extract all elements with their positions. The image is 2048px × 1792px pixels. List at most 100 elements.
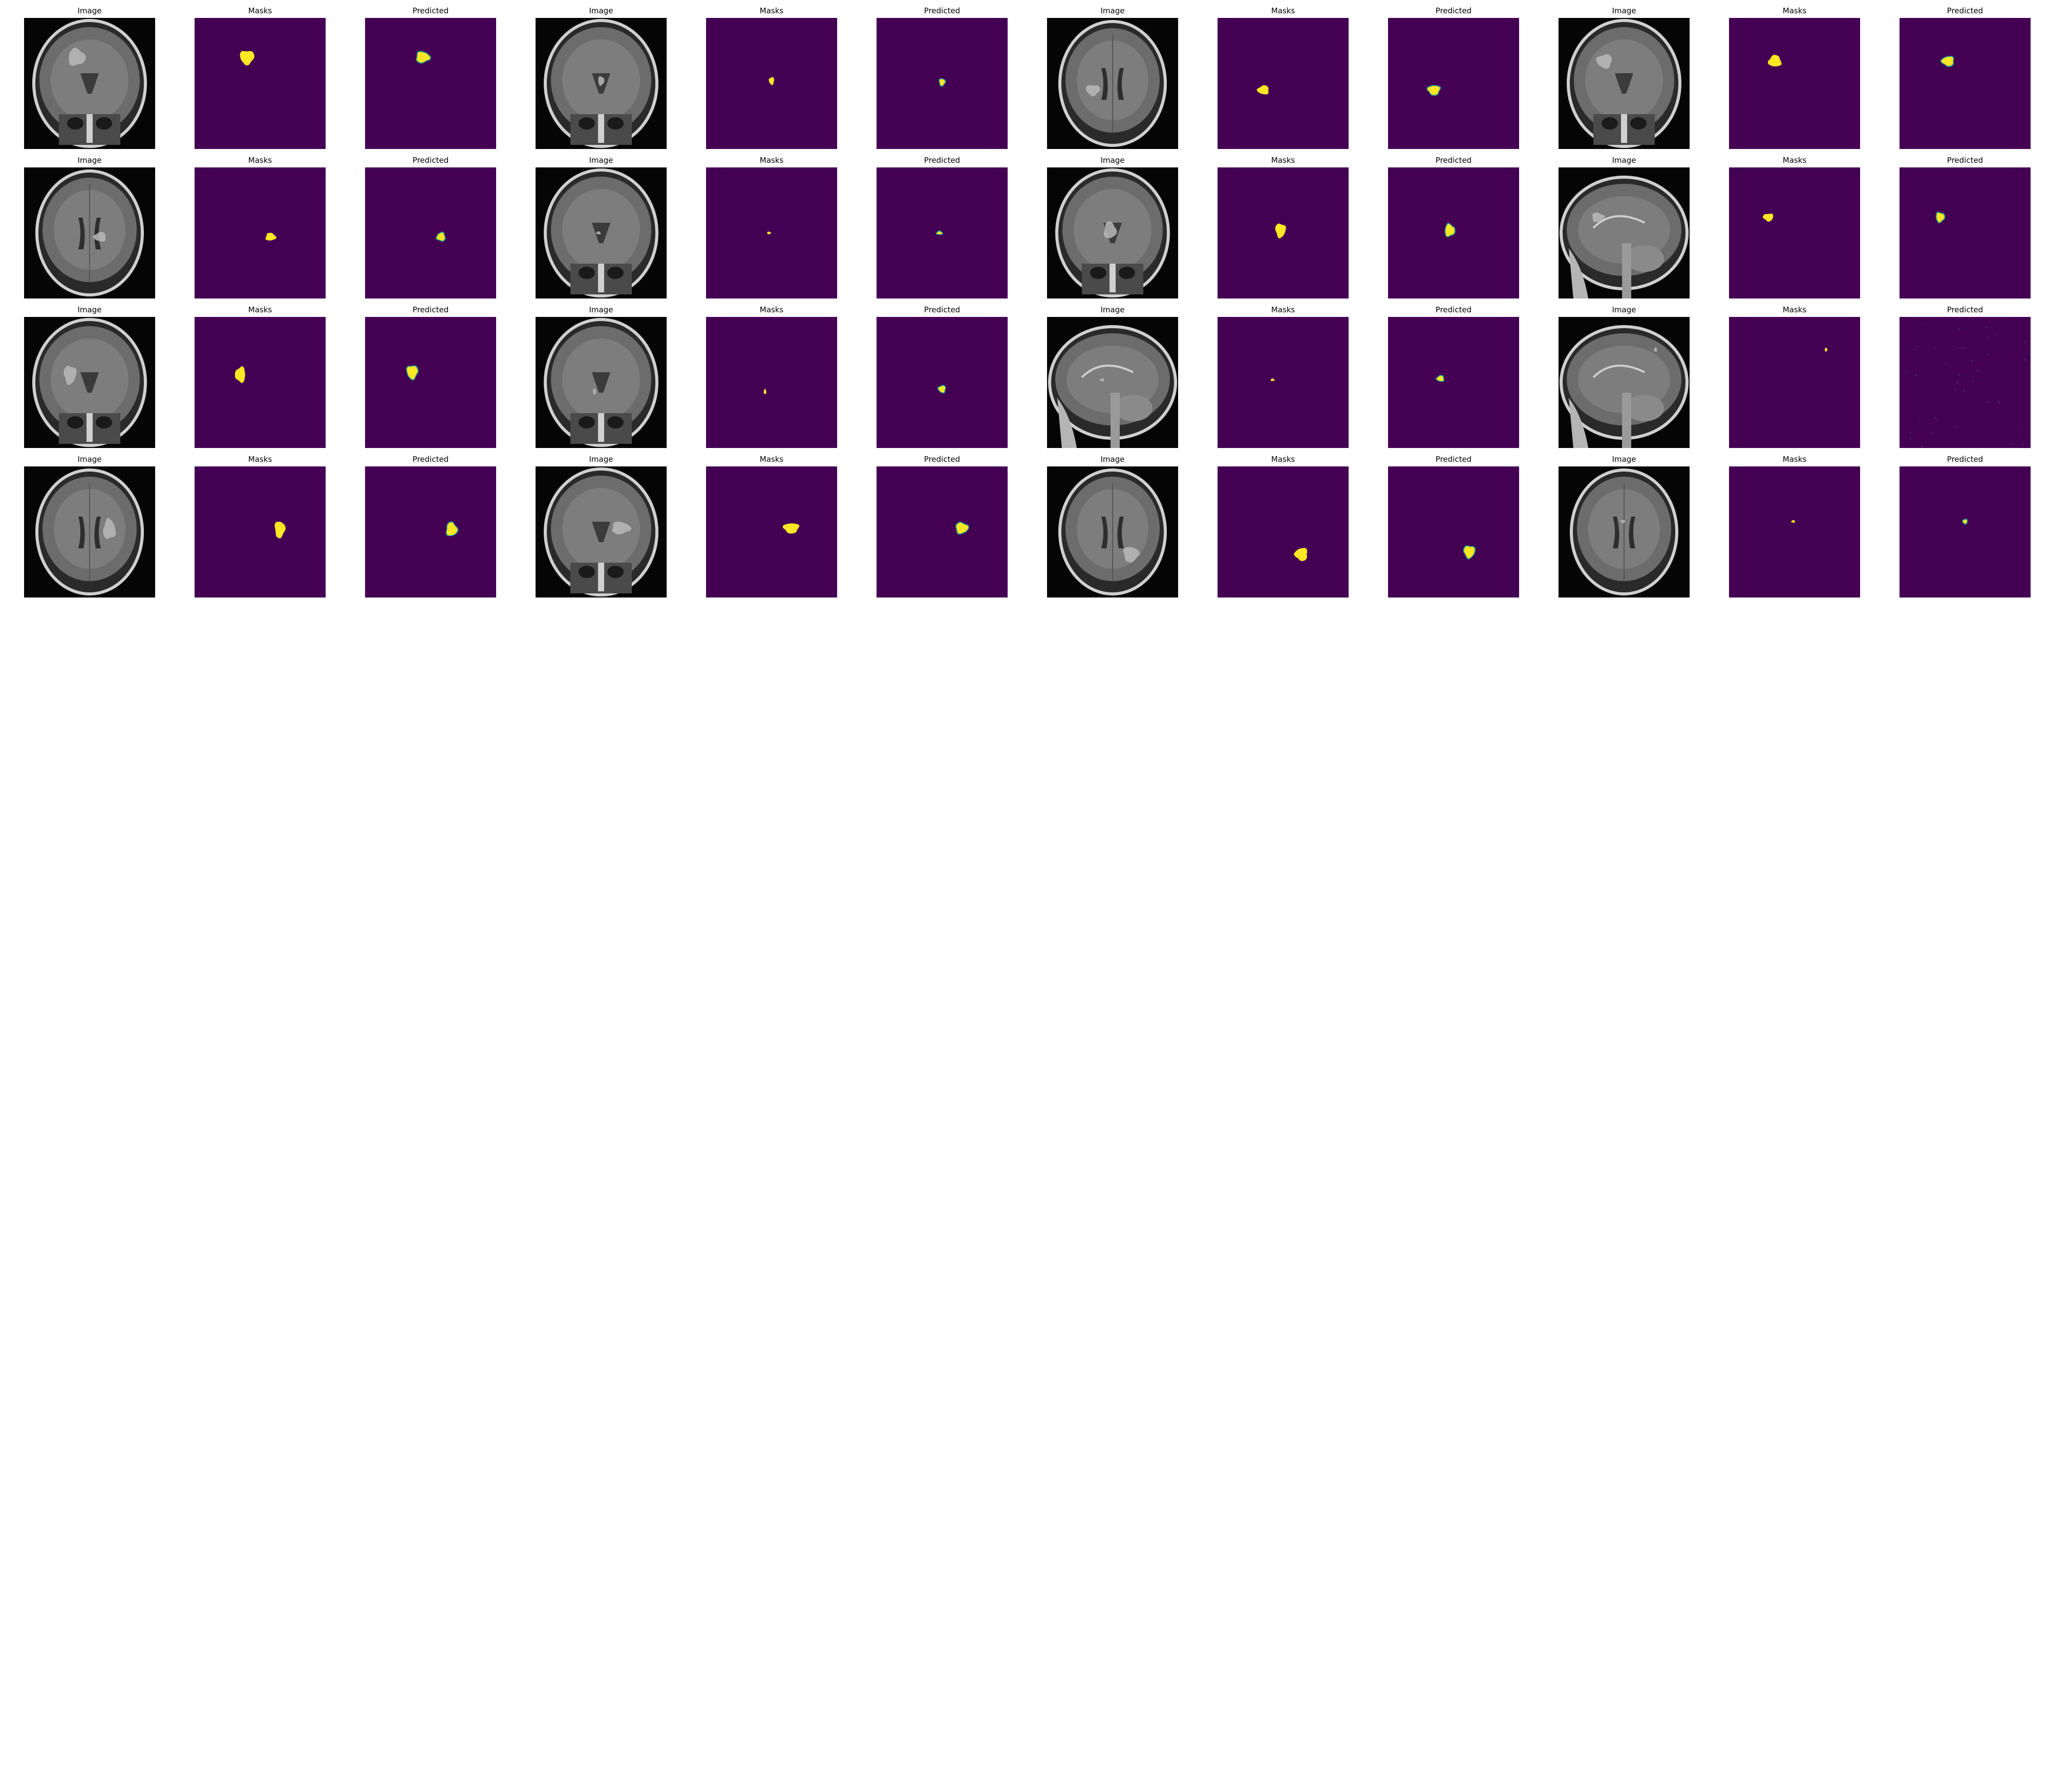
noise-speck xyxy=(1917,346,1918,347)
panel-title: Masks xyxy=(1782,455,1807,464)
noise-speck xyxy=(1997,400,1998,402)
tumor-region xyxy=(69,48,86,66)
panel-title: Predicted xyxy=(1947,156,1983,165)
noise-speck xyxy=(1946,362,1947,364)
mask-region xyxy=(1825,348,1828,352)
panel-title: Masks xyxy=(248,6,272,15)
mask-background xyxy=(706,167,837,298)
image-view xyxy=(24,167,155,298)
mask-view xyxy=(706,466,837,598)
tumor-region xyxy=(592,389,596,395)
panel-title: Predicted xyxy=(1947,6,1983,15)
face-profile xyxy=(1569,248,1589,298)
image-canvas xyxy=(1047,317,1178,448)
tumor-region xyxy=(1654,347,1657,352)
mask-canvas xyxy=(706,317,837,448)
mask-region xyxy=(1437,376,1444,381)
mask-background xyxy=(1900,466,2031,598)
noise-speck xyxy=(1976,371,1978,372)
mask-region xyxy=(407,366,418,379)
mask-background xyxy=(1388,466,1519,598)
mask-region xyxy=(1941,56,1953,66)
tumor-region xyxy=(1592,212,1605,222)
noise-speck xyxy=(1999,402,2000,403)
panel-title: Predicted xyxy=(412,6,449,15)
panel-title: Image xyxy=(589,305,613,314)
sinus-left xyxy=(579,117,595,130)
mask-view xyxy=(195,317,326,448)
predicted-view xyxy=(1900,317,2031,448)
noise-speck xyxy=(1957,426,1958,428)
predicted-canvas xyxy=(365,466,496,598)
mask-background xyxy=(706,317,837,448)
panel-title: Predicted xyxy=(924,6,961,15)
mask-region xyxy=(1962,519,1967,524)
noise-speck xyxy=(1958,329,1959,330)
mask-region xyxy=(437,232,445,241)
ventricle-right xyxy=(94,517,101,548)
sinus-right xyxy=(1119,267,1135,279)
panel-title: Image xyxy=(589,6,613,15)
mask-background xyxy=(877,466,1008,598)
noise-speck xyxy=(1988,353,1989,355)
ventricle-left xyxy=(78,517,85,548)
panel-title: Masks xyxy=(1782,6,1807,15)
mask-canvas xyxy=(706,167,837,298)
image-view xyxy=(1047,317,1178,448)
panel-title: Image xyxy=(1612,455,1636,464)
predicted-canvas xyxy=(1388,466,1519,598)
mask-canvas xyxy=(195,167,326,298)
ventricle-left xyxy=(78,218,85,249)
cerebellum xyxy=(1114,395,1153,421)
noise-speck xyxy=(1931,433,1932,434)
panel-title: Predicted xyxy=(924,455,961,464)
mask-background xyxy=(1900,167,2031,298)
mask-region xyxy=(936,231,943,234)
sinus-right xyxy=(607,566,624,578)
panel-title: Predicted xyxy=(412,455,449,464)
brainstem xyxy=(1622,243,1631,298)
panel-title: Predicted xyxy=(924,305,961,314)
mask-region xyxy=(782,523,800,534)
brainstem xyxy=(1111,393,1120,448)
mask-canvas xyxy=(195,317,326,448)
image-canvas xyxy=(536,466,667,598)
predicted-view xyxy=(877,18,1008,149)
mask-canvas xyxy=(1729,317,1860,448)
image-view xyxy=(536,466,667,598)
sinus-left xyxy=(579,267,595,279)
mask-canvas xyxy=(1218,18,1349,149)
noise-speck xyxy=(1961,348,1962,349)
tumor-region xyxy=(1099,378,1104,382)
sinus-left xyxy=(579,416,595,429)
mask-region xyxy=(234,366,245,383)
predicted-canvas xyxy=(877,317,1008,448)
ventricle xyxy=(592,522,610,542)
image-canvas xyxy=(24,317,155,448)
image-view xyxy=(24,18,155,149)
mask-region xyxy=(1294,548,1308,561)
predicted-view xyxy=(365,317,496,448)
noise-speck xyxy=(1935,417,1936,418)
mask-background xyxy=(1218,317,1349,448)
image-view xyxy=(1559,167,1690,298)
noise-speck xyxy=(2024,359,2025,360)
tumor-region xyxy=(1103,221,1117,239)
mask-background xyxy=(1729,466,1860,598)
nasal-septum xyxy=(1110,264,1116,292)
ventricle-right xyxy=(1629,517,1635,548)
panel-title: Predicted xyxy=(1435,156,1472,165)
ventricle xyxy=(1615,73,1633,94)
image-canvas xyxy=(536,167,667,298)
image-canvas xyxy=(1047,18,1178,149)
predicted-view xyxy=(1900,466,2031,598)
mask-region xyxy=(1936,212,1945,223)
nasal-septum xyxy=(87,114,93,143)
image-canvas xyxy=(1559,18,1690,149)
noise-speck xyxy=(1910,432,1911,433)
panel-title: Image xyxy=(77,455,102,464)
mask-background xyxy=(706,466,837,598)
noise-speck xyxy=(1986,327,1987,328)
ventricle xyxy=(592,223,610,243)
sinus-right xyxy=(607,416,624,429)
